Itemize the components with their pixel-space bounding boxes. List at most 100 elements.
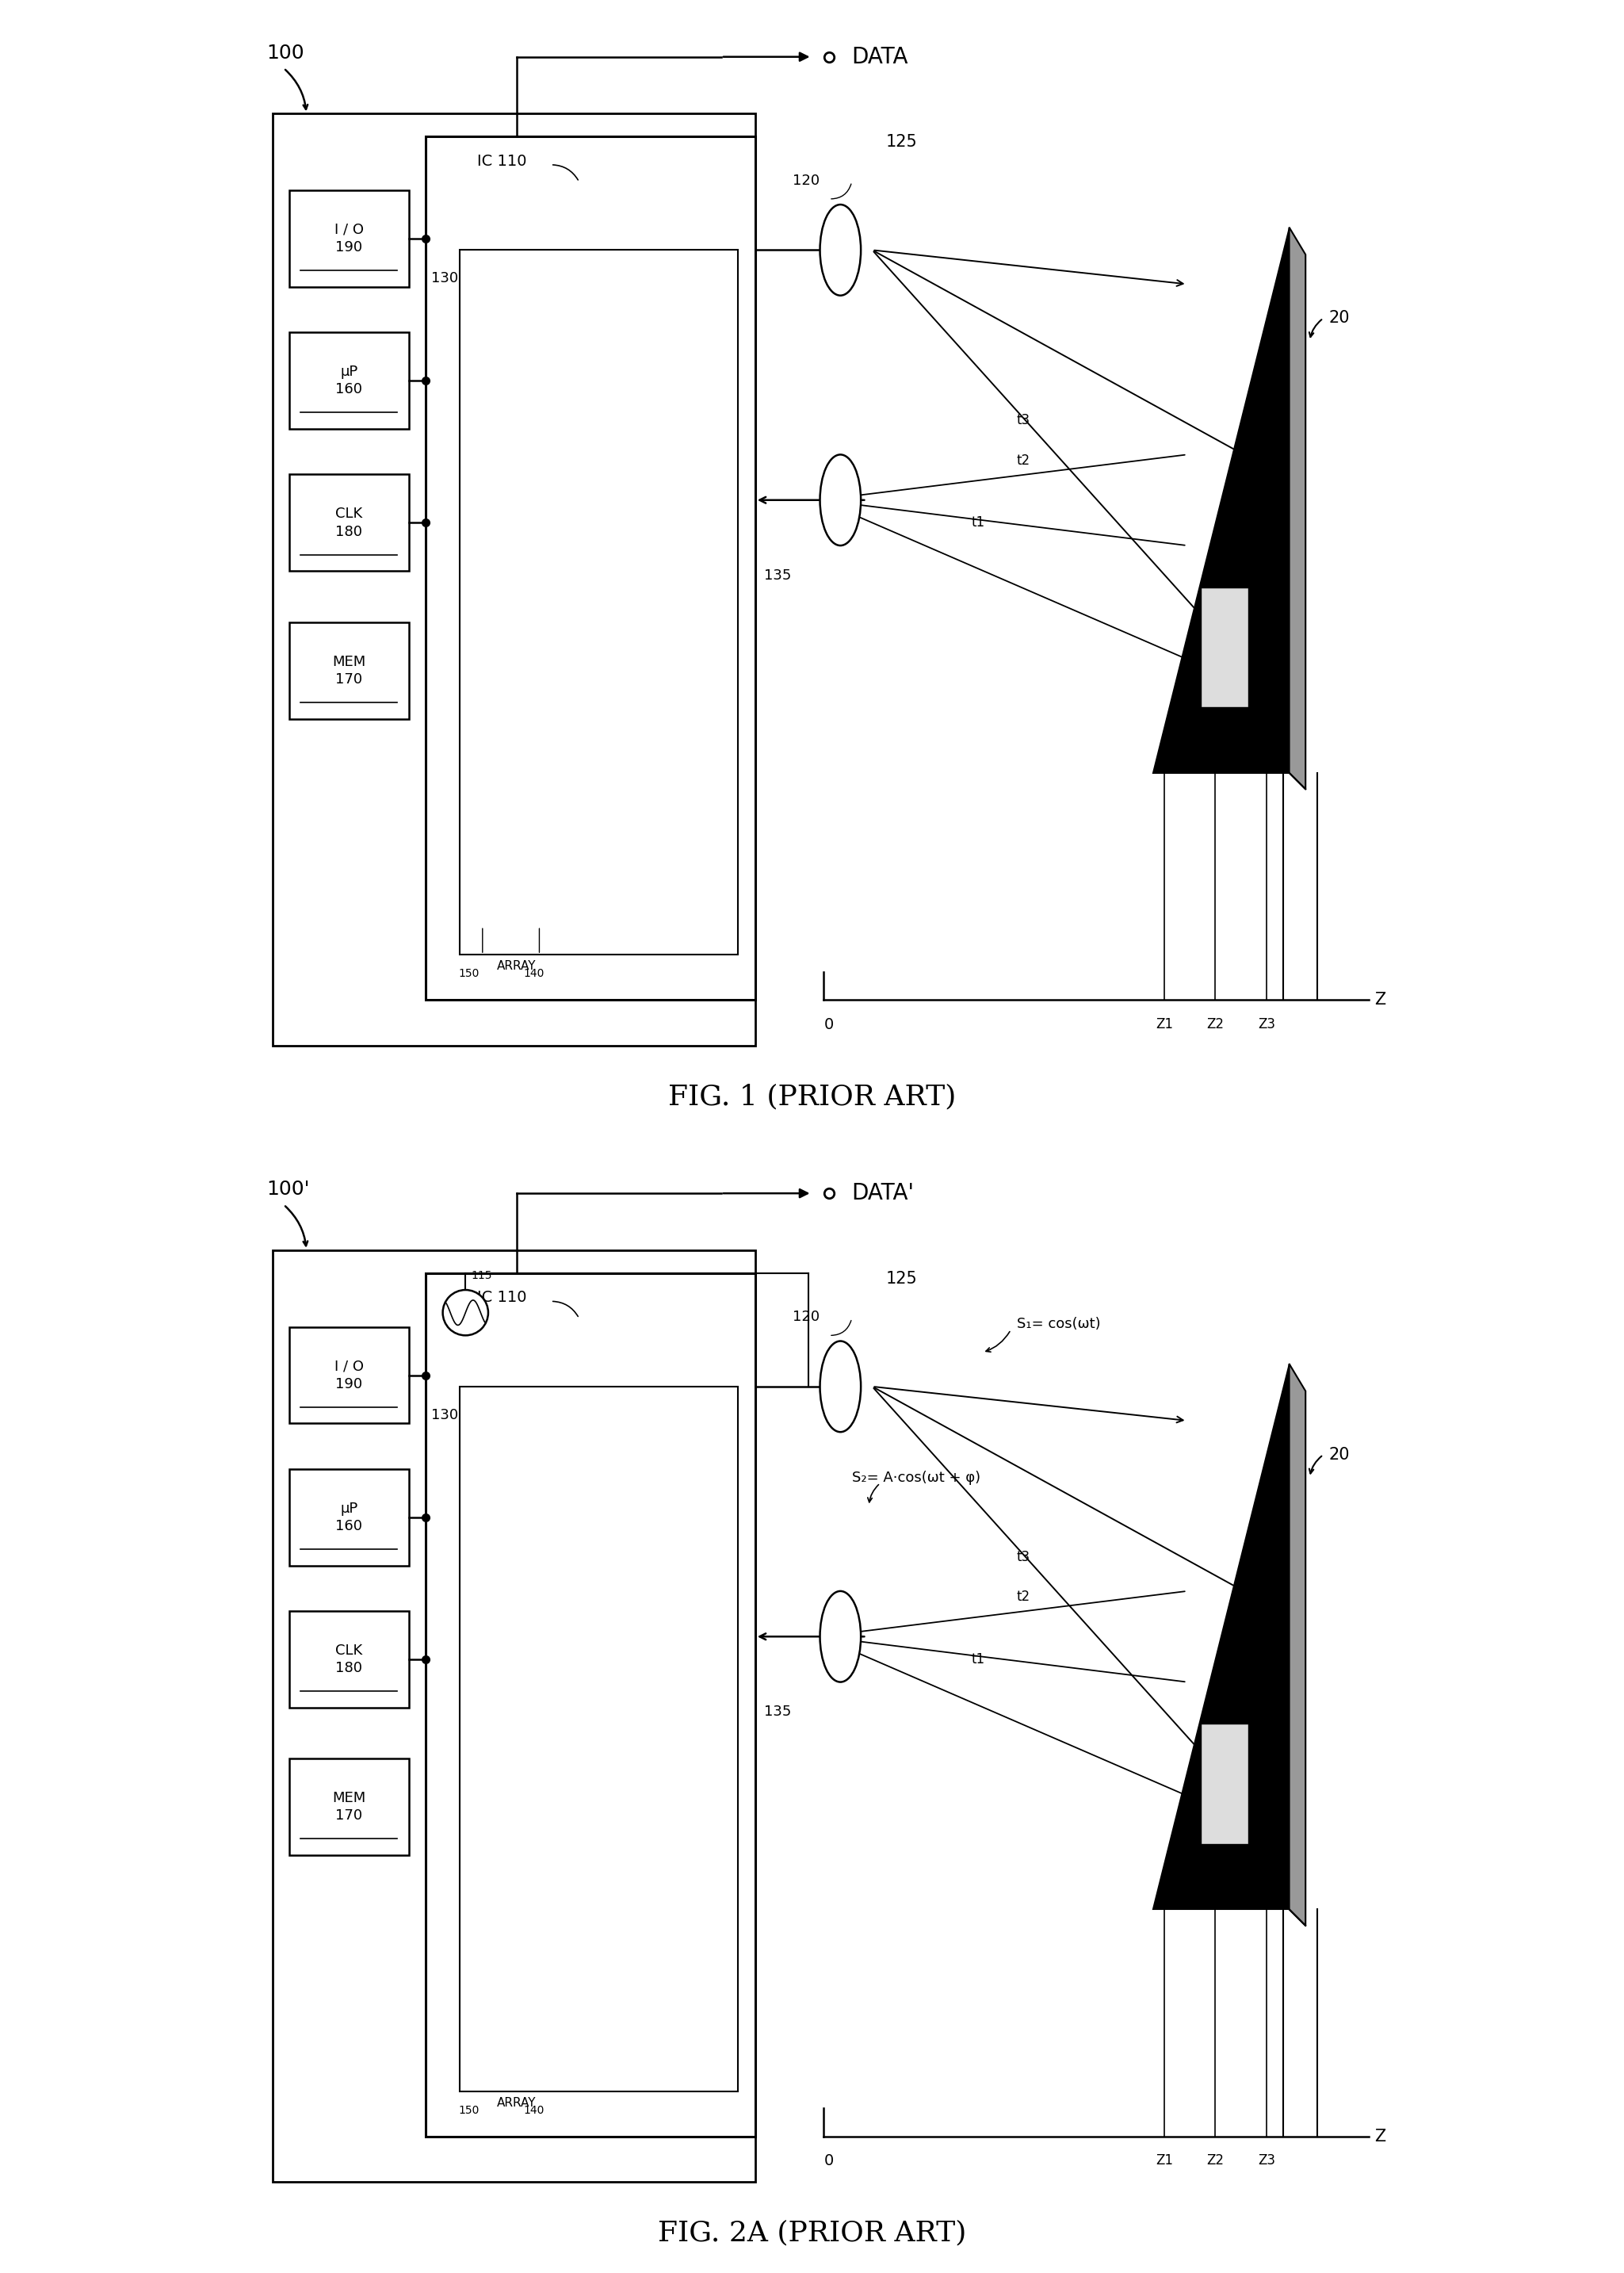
Bar	[289, 623, 409, 718]
Bar	[692, 814, 737, 955]
Bar	[599, 1527, 645, 1668]
Text: 140: 140	[523, 2105, 544, 2116]
Bar	[599, 391, 645, 532]
Bar	[599, 814, 645, 955]
Bar	[599, 532, 645, 673]
Text: 135: 135	[765, 1705, 791, 1718]
Bar	[552, 250, 599, 391]
Text: 125: 125	[885, 134, 918, 150]
Bar	[599, 1668, 645, 1809]
Bar	[273, 1250, 755, 2182]
Text: 20: 20	[1328, 1448, 1350, 1462]
Bar	[646, 1387, 692, 1527]
Ellipse shape	[820, 1591, 861, 1682]
Text: t2: t2	[1017, 1589, 1030, 1605]
Text: 115: 115	[471, 1271, 492, 1282]
Text: Z2: Z2	[1207, 1018, 1224, 1032]
Bar	[552, 1950, 599, 2091]
Text: IC 110: IC 110	[477, 155, 526, 168]
Bar	[507, 1527, 552, 1668]
Bar	[425, 1273, 755, 2137]
Bar	[507, 1668, 552, 1809]
Bar	[289, 1612, 409, 1707]
Text: ARRAY: ARRAY	[497, 2096, 536, 2109]
Text: 130: 130	[432, 1407, 458, 1423]
Text: Z3: Z3	[1257, 1018, 1275, 1032]
Bar	[552, 673, 599, 814]
Text: Z3: Z3	[1257, 2155, 1275, 2168]
Circle shape	[443, 1291, 489, 1337]
Text: ARRAY: ARRAY	[497, 959, 536, 973]
Bar	[646, 673, 692, 814]
Bar	[460, 1950, 505, 2091]
Bar	[460, 1387, 505, 1527]
Text: 20: 20	[1328, 311, 1350, 325]
Bar	[646, 250, 692, 391]
Bar	[289, 191, 409, 286]
Text: CLK
180: CLK 180	[336, 1643, 362, 1675]
Bar	[460, 250, 739, 955]
Bar	[460, 814, 505, 955]
Bar	[507, 532, 552, 673]
Bar	[646, 1950, 692, 2091]
Text: 100: 100	[266, 43, 304, 64]
Text: 140: 140	[523, 968, 544, 980]
Bar	[507, 673, 552, 814]
Text: μP
160: μP 160	[336, 1500, 362, 1534]
Text: 150: 150	[458, 968, 479, 980]
Text: S₂= A·cos(ωt + φ): S₂= A·cos(ωt + φ)	[851, 1471, 981, 1484]
Bar	[507, 1809, 552, 1950]
Text: Z1: Z1	[1156, 1018, 1173, 1032]
Bar	[692, 391, 737, 532]
Text: Z: Z	[1374, 2130, 1385, 2143]
Bar	[460, 1387, 739, 2091]
Text: μP
160: μP 160	[336, 364, 362, 398]
Bar	[289, 475, 409, 571]
Bar	[646, 814, 692, 955]
Bar	[552, 532, 599, 673]
Text: t3: t3	[1017, 414, 1030, 427]
Text: MEM
170: MEM 170	[333, 1791, 365, 1823]
Bar	[599, 673, 645, 814]
Bar	[599, 1809, 645, 1950]
Text: 135: 135	[765, 568, 791, 582]
Text: 130: 130	[432, 270, 458, 286]
Bar	[599, 250, 645, 391]
Text: DATA': DATA'	[851, 1182, 914, 1205]
Bar	[692, 1527, 737, 1668]
Bar	[552, 1387, 599, 1527]
Bar	[646, 1668, 692, 1809]
Bar	[646, 532, 692, 673]
Text: I / O
190: I / O 190	[335, 223, 364, 255]
Text: 120: 120	[793, 173, 820, 189]
Text: 120: 120	[793, 1309, 820, 1323]
Bar	[460, 250, 505, 391]
Bar	[460, 673, 505, 814]
Bar	[552, 814, 599, 955]
Bar	[289, 1468, 409, 1566]
Bar	[692, 1950, 737, 2091]
Bar	[507, 814, 552, 955]
Text: FIG. 2A (PRIOR ART): FIG. 2A (PRIOR ART)	[658, 2221, 966, 2246]
Bar	[646, 1809, 692, 1950]
Bar	[552, 1809, 599, 1950]
Polygon shape	[1289, 1364, 1306, 1925]
Bar	[552, 391, 599, 532]
Bar	[507, 391, 552, 532]
Bar	[289, 1759, 409, 1855]
Text: t1: t1	[971, 516, 984, 530]
Bar	[289, 1327, 409, 1423]
Bar	[425, 136, 755, 1000]
Bar	[646, 1527, 692, 1668]
Bar	[692, 1387, 737, 1527]
Text: 0: 0	[825, 2155, 833, 2168]
Text: Z: Z	[1374, 993, 1385, 1007]
Text: t3: t3	[1017, 1550, 1030, 1564]
Bar	[599, 1387, 645, 1527]
Ellipse shape	[820, 205, 861, 295]
Text: 125: 125	[885, 1271, 918, 1287]
Text: FIG. 1 (PRIOR ART): FIG. 1 (PRIOR ART)	[667, 1084, 957, 1109]
Bar	[692, 1668, 737, 1809]
Text: IC 110: IC 110	[477, 1291, 526, 1305]
Bar	[460, 1668, 505, 1809]
